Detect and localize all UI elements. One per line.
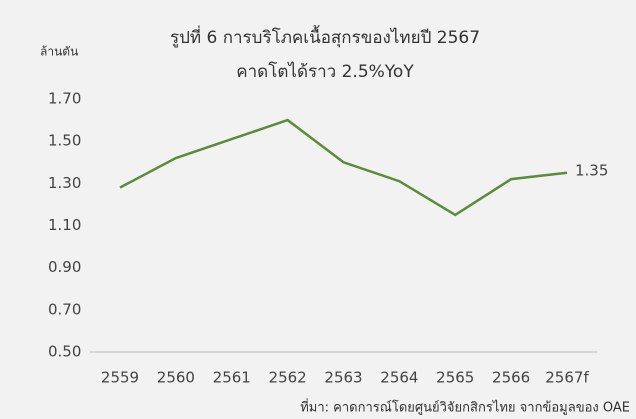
y-tick-label: 1.10 xyxy=(48,216,81,234)
x-tick-label: 2566 xyxy=(492,369,530,387)
x-tick-label: 2560 xyxy=(157,369,195,387)
x-tick-label: 2567f xyxy=(545,369,589,387)
x-tick-label: 2563 xyxy=(324,369,362,387)
y-tick-label: 1.70 xyxy=(48,90,81,108)
data-line xyxy=(119,118,568,217)
x-tick-label: 2561 xyxy=(213,369,251,387)
x-tick-label: 2564 xyxy=(380,369,418,387)
x-tick-label: 2562 xyxy=(269,369,307,387)
y-axis-label: ล้านตัน xyxy=(40,45,78,59)
x-tick-label: 2559 xyxy=(101,369,139,387)
y-tick-label: 1.50 xyxy=(48,132,81,150)
chart-title: รูปที่ 6 การบริโภคเนื้อสุกรของไทยปี 2567 xyxy=(170,25,480,48)
y-tick-label: 0.90 xyxy=(48,258,81,276)
chart-subtitle: คาดโตได้ราว 2.5%YoY xyxy=(236,61,414,82)
data-label: 1.35 xyxy=(575,161,608,179)
y-tick-label: 0.70 xyxy=(48,300,81,318)
source-note: ที่มา: คาดการณ์โดยศูนย์วิจัยกสิกรไทย จาก… xyxy=(300,399,630,416)
y-tick-label: 1.30 xyxy=(48,174,81,192)
y-tick-label: 0.50 xyxy=(48,343,81,361)
x-tick-label: 2565 xyxy=(436,369,474,387)
